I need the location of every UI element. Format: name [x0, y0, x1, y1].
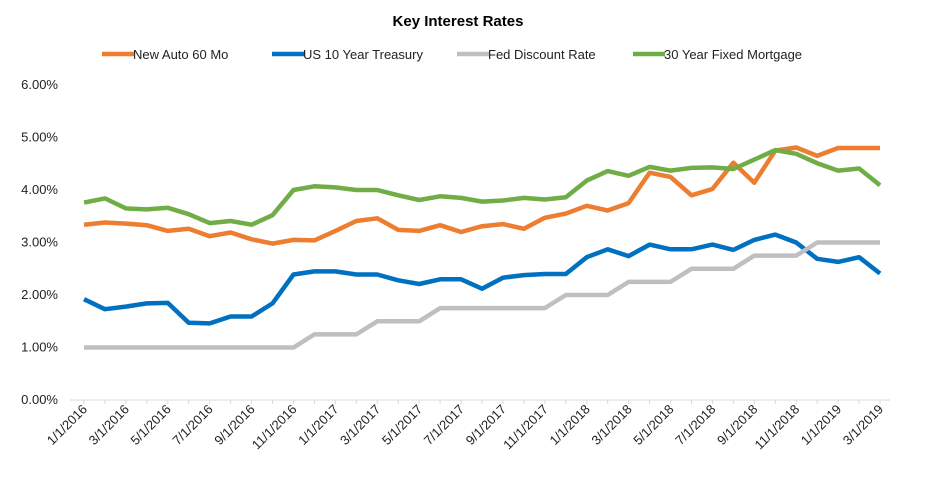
x-tick-label: 5/1/2018	[630, 402, 676, 448]
y-tick-label: 4.00%	[21, 182, 58, 197]
y-tick-label: 6.00%	[21, 77, 58, 92]
x-tick-label: 7/1/2017	[421, 402, 467, 448]
x-tick-label: 5/1/2016	[128, 402, 174, 448]
x-tick-label: 11/1/2017	[500, 402, 551, 453]
x-tick-label: 1/1/2019	[798, 402, 844, 448]
x-tick-label: 1/1/2016	[44, 402, 90, 448]
x-tick-label: 1/1/2018	[546, 402, 592, 448]
x-tick-label: 1/1/2017	[295, 402, 341, 448]
chart-title: Key Interest Rates	[393, 13, 524, 30]
legend-label: New Auto 60 Mo	[133, 47, 228, 62]
series-line-4	[83, 147, 882, 227]
x-tick-label: 3/1/2018	[588, 402, 634, 448]
x-tick-label: 7/1/2016	[169, 402, 215, 448]
x-tick-label: 11/1/2016	[249, 402, 300, 453]
y-tick-label: 1.00%	[21, 340, 58, 355]
series-lines	[83, 145, 882, 350]
y-tick-label: 0.00%	[21, 392, 58, 407]
x-tick-label: 3/1/2016	[86, 402, 132, 448]
series-line-2	[83, 232, 882, 326]
x-axis: 1/1/20163/1/20165/1/20167/1/20169/1/2016…	[44, 399, 890, 453]
x-tick-label: 3/1/2017	[337, 402, 383, 448]
legend-label: 30 Year Fixed Mortgage	[664, 47, 802, 62]
x-tick-label: 7/1/2018	[672, 402, 718, 448]
legend: New Auto 60 Mo US 10 Year Treasury Fed Dis…	[102, 47, 802, 62]
legend-item: Fed Discount Rate	[457, 47, 596, 62]
legend-label: Fed Discount Rate	[488, 47, 596, 62]
legend-label: US 10 Year Treasury	[303, 47, 423, 62]
legend-item: 30 Year Fixed Mortgage	[633, 47, 802, 62]
x-tick-label: 5/1/2017	[379, 402, 425, 448]
series-line-1	[83, 145, 880, 246]
y-tick-label: 5.00%	[21, 130, 58, 145]
y-axis: 0.00% 1.00% 2.00% 3.00% 4.00% 5.00% 6.00%	[21, 77, 58, 407]
x-tick-label: 11/1/2018	[752, 402, 803, 453]
legend-item: US 10 Year Treasury	[272, 47, 423, 62]
y-tick-label: 2.00%	[21, 287, 58, 302]
legend-item: New Auto 60 Mo	[102, 47, 228, 62]
x-tick-label: 3/1/2019	[840, 402, 886, 448]
y-tick-label: 3.00%	[21, 235, 58, 250]
series-line-3	[84, 240, 880, 350]
